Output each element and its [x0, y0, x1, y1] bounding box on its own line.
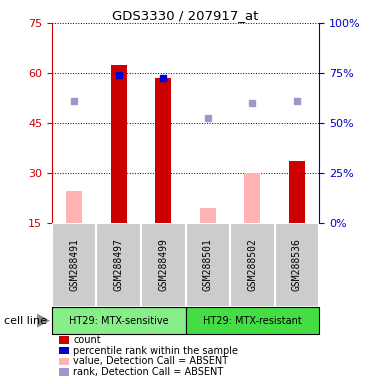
Title: GDS3330 / 207917_at: GDS3330 / 207917_at — [112, 9, 259, 22]
Text: percentile rank within the sample: percentile rank within the sample — [73, 346, 238, 356]
Text: GSM288497: GSM288497 — [114, 238, 124, 291]
Bar — [244, 173, 260, 223]
Bar — [111, 65, 127, 223]
Bar — [186, 223, 230, 307]
Text: GSM288536: GSM288536 — [292, 238, 302, 291]
Text: GSM288499: GSM288499 — [158, 238, 168, 291]
Text: GSM288491: GSM288491 — [69, 238, 79, 291]
Text: HT29: MTX-sensitive: HT29: MTX-sensitive — [69, 316, 168, 326]
Bar — [66, 191, 82, 223]
Bar — [200, 208, 216, 223]
Bar — [52, 223, 96, 307]
Bar — [52, 307, 186, 334]
Text: GSM288502: GSM288502 — [247, 238, 257, 291]
Bar — [141, 223, 186, 307]
Text: GSM288501: GSM288501 — [203, 238, 213, 291]
Text: value, Detection Call = ABSENT: value, Detection Call = ABSENT — [73, 356, 228, 366]
Bar — [230, 223, 275, 307]
Bar — [289, 161, 305, 223]
Bar — [96, 223, 141, 307]
Polygon shape — [37, 314, 50, 328]
Bar — [186, 307, 319, 334]
Bar — [155, 78, 171, 223]
Text: cell line: cell line — [4, 316, 47, 326]
Text: count: count — [73, 335, 101, 345]
Text: rank, Detection Call = ABSENT: rank, Detection Call = ABSENT — [73, 367, 223, 377]
Text: HT29: MTX-resistant: HT29: MTX-resistant — [203, 316, 302, 326]
Bar — [275, 223, 319, 307]
